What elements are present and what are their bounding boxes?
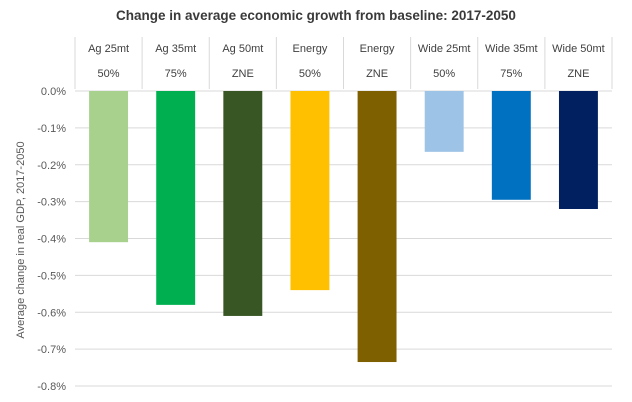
y-tick-label: -0.8% (37, 381, 66, 393)
category-sublabel: ZNE (232, 68, 254, 80)
category-sublabel: ZNE (567, 68, 589, 80)
bar (89, 91, 129, 243)
y-tick-label: -0.7% (37, 344, 66, 356)
category-label: Ag 35mt (155, 43, 196, 55)
y-tick-label: -0.1% (37, 123, 66, 135)
y-axis-tick-labels: 0.0% -0.1% -0.2% -0.3% -0.4% -0.5% -0.6% -0.7% -… (37, 86, 66, 393)
y-tick-label: -0.6% (37, 307, 66, 319)
gridlines (75, 90, 612, 387)
category-label: Wide 50mt (552, 43, 605, 55)
category-sublabel: 50% (299, 68, 321, 80)
category-header-table: Ag 25mt 50% Ag 35mt 75% Ag 50mt ZNE Energy 50% E… (74, 37, 613, 89)
bar (290, 91, 330, 291)
bars (89, 91, 598, 363)
y-tick-label: -0.5% (37, 270, 66, 282)
category-sublabel: 75% (500, 68, 522, 80)
category-sublabel: 50% (98, 68, 120, 80)
y-tick-label: -0.3% (37, 197, 66, 209)
category-label: Ag 25mt (88, 43, 129, 55)
category-label: Wide 35mt (485, 43, 538, 55)
category-label: Energy (360, 43, 395, 55)
y-tick-label: -0.4% (37, 234, 66, 246)
y-axis-label: Average change in real GDP, 2017-2050 (15, 141, 27, 338)
bar (558, 91, 598, 209)
bar (223, 91, 263, 316)
y-tick-label: 0.0% (41, 86, 66, 98)
category-sublabel: ZNE (366, 68, 388, 80)
y-tick-label: -0.2% (37, 160, 66, 172)
chart-title: Change in average economic growth from b… (116, 8, 516, 23)
bar (156, 91, 196, 305)
category-label: Energy (293, 43, 328, 55)
category-label: Ag 50mt (222, 43, 263, 55)
bar (357, 91, 397, 363)
bar (491, 91, 531, 200)
category-sublabel: 50% (433, 68, 455, 80)
category-label: Wide 25mt (418, 43, 471, 55)
bar (424, 91, 464, 152)
category-sublabel: 75% (165, 68, 187, 80)
